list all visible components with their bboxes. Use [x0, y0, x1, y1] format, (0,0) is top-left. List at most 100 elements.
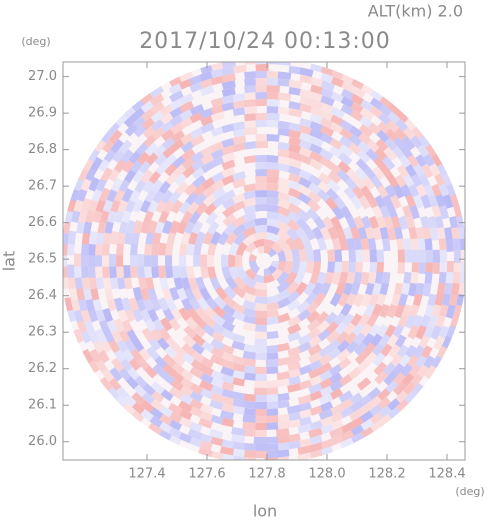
radar-cell: [125, 328, 139, 343]
y-tick-label: 26.9: [28, 106, 57, 121]
radar-cell: [190, 126, 205, 139]
radar-cell: [244, 268, 257, 281]
radar-cell: [327, 261, 336, 274]
radar-cell: [305, 301, 320, 315]
radar-cell: [157, 297, 170, 312]
radar-cell: [191, 166, 206, 180]
radar-cell: [265, 366, 279, 374]
radar-cell: [415, 325, 427, 340]
radar-cell: [118, 139, 133, 154]
radar-cell: [392, 184, 405, 199]
radar-cell: [180, 231, 191, 245]
x-unit: (deg): [455, 485, 484, 498]
radar-cell: [244, 99, 258, 108]
radar-cell: [188, 231, 199, 245]
y-axis-title: lat: [0, 251, 19, 272]
radar-cell: [149, 327, 163, 342]
radar-cell: [190, 350, 205, 363]
radar-cell: [81, 275, 91, 290]
radar-cell: [161, 128, 176, 142]
radar-cell: [320, 80, 336, 92]
radar-cell: [306, 207, 320, 222]
radar-cell: [309, 128, 324, 140]
radar-cell: [330, 106, 345, 119]
radar-cell: [123, 337, 137, 353]
radar-cell: [405, 194, 417, 209]
radar-cell: [339, 422, 354, 435]
radar-cell: [254, 203, 268, 212]
radar-cell: [325, 321, 339, 335]
radar-cell: [222, 213, 237, 227]
radar-cell: [351, 322, 365, 338]
radar-cell: [179, 71, 194, 82]
radar-cell: [254, 352, 267, 361]
radar-cell: [369, 249, 378, 263]
radar-cell: [338, 144, 353, 158]
radar-cell: [346, 237, 356, 251]
radar-cell: [421, 163, 434, 179]
radar-cell: [276, 280, 291, 294]
radar-cell: [353, 341, 368, 356]
radar-cell: [438, 238, 447, 252]
radar-cell: [410, 238, 419, 252]
radar-cell: [403, 238, 412, 252]
radar-cell: [287, 315, 302, 328]
radar-cell: [266, 92, 280, 100]
radar-cell: [88, 197, 99, 213]
radar-cell: [285, 271, 298, 286]
radar-cell: [288, 86, 303, 97]
radar-cell: [162, 199, 176, 214]
radar-cell: [210, 231, 222, 245]
radar-cell: [287, 361, 302, 372]
radar-cell: [265, 394, 279, 402]
radar-cell: [255, 134, 269, 142]
radar-cell: [275, 435, 290, 444]
radar-cell: [265, 359, 279, 367]
radar-cell: [209, 428, 224, 439]
radar-cell: [83, 219, 93, 234]
radar-cell: [328, 388, 344, 401]
x-tick-label: 128.0: [308, 467, 345, 482]
radar-cell: [253, 238, 265, 248]
radar-cell: [220, 453, 234, 460]
radar-cell: [102, 231, 112, 245]
radar-cell: [149, 93, 165, 107]
radar-cell: [191, 333, 206, 347]
radar-cell: [431, 183, 443, 199]
radar-cell: [307, 343, 322, 357]
radar-cell: [184, 316, 198, 330]
radar-cell: [90, 156, 103, 172]
radar-cell: [179, 108, 195, 121]
radar-cell: [308, 367, 323, 380]
radar-cell: [287, 353, 302, 364]
radar-cell: [255, 141, 269, 149]
radar-cell: [124, 231, 134, 245]
radar-cell: [331, 237, 342, 251]
radar-cell: [210, 346, 225, 359]
radar-cell: [243, 197, 257, 208]
radar-cell: [372, 226, 382, 241]
radar-cell: [242, 428, 256, 437]
radar-cell: [324, 311, 338, 326]
radar-cell: [104, 219, 115, 234]
radar-cell: [342, 322, 357, 337]
radar-cell: [438, 325, 450, 341]
radar-cell: [113, 318, 125, 333]
radar-cell: [169, 113, 185, 127]
radar-cell: [144, 265, 153, 279]
radar-cell: [383, 146, 397, 161]
radar-cell: [311, 282, 324, 297]
radar-cell: [376, 249, 385, 263]
radar-cell: [189, 104, 205, 116]
radar-cell: [429, 227, 439, 241]
radar-cell: [200, 64, 215, 74]
radar-cell: [109, 265, 117, 279]
radar-cell: [179, 376, 194, 390]
radar-cell: [309, 106, 325, 118]
radar-cell: [198, 447, 213, 457]
radar-cell: [427, 215, 437, 230]
radar-cell: [156, 336, 170, 351]
radar-cell: [425, 261, 434, 275]
radar-cell: [309, 98, 325, 110]
radar-cell: [410, 173, 423, 189]
